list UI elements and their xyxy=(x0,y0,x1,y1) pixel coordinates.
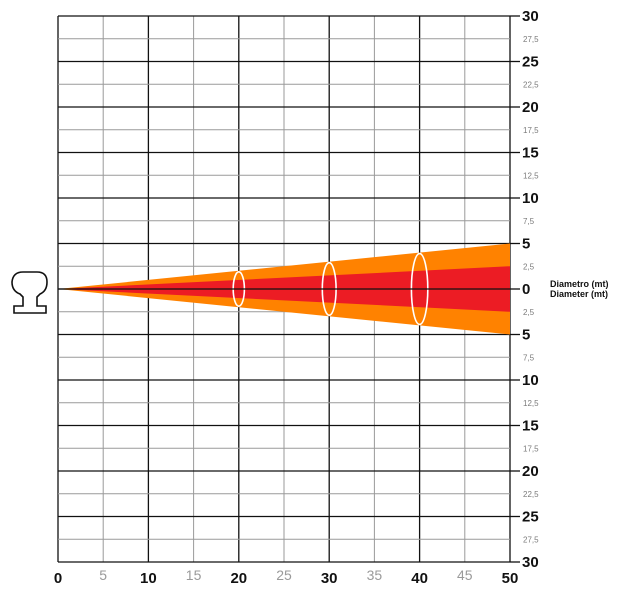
y-tick-label-minor: 17,5 xyxy=(523,444,539,453)
y-axis-label-en: Diameter (mt) xyxy=(550,289,608,299)
y-tick-label-minor: 2,5 xyxy=(523,262,535,271)
x-tick-label-minor: 45 xyxy=(457,567,473,583)
x-tick-label-major: 10 xyxy=(140,570,157,587)
y-tick-label-major: 0 xyxy=(522,281,530,298)
x-tick-label-minor: 35 xyxy=(367,567,383,583)
y-axis-labels: 30 27,5 25 22,5 20 17,5 15 12,5 10 7,5 5 2,5 0 2,5 5 7,… xyxy=(510,8,539,571)
y-tick-label-major: 25 xyxy=(522,54,539,71)
y-tick-label-minor: 22,5 xyxy=(523,80,539,89)
y-tick-label-major: 15 xyxy=(522,145,539,162)
x-tick-label-minor: 5 xyxy=(99,567,107,583)
x-tick-label-major: 20 xyxy=(230,570,247,587)
y-tick-label-major: 30 xyxy=(522,554,539,571)
y-tick-label-major: 25 xyxy=(522,509,539,526)
x-tick-label-major: 0 xyxy=(54,570,62,587)
y-tick-label-minor: 27,5 xyxy=(523,35,539,44)
y-tick-label-major: 15 xyxy=(522,418,539,435)
y-tick-label-major: 5 xyxy=(522,327,530,344)
x-tick-label-minor: 15 xyxy=(186,567,202,583)
y-tick-label-major: 20 xyxy=(522,99,539,116)
y-tick-label-major: 10 xyxy=(522,190,539,207)
y-tick-label-major: 30 xyxy=(522,8,539,25)
y-tick-label-major: 20 xyxy=(522,463,539,480)
x-tick-label-major: 40 xyxy=(411,570,428,587)
y-tick-label-minor: 12,5 xyxy=(523,171,539,180)
x-tick-label-minor: 25 xyxy=(276,567,292,583)
y-tick-label-minor: 7,5 xyxy=(523,353,535,362)
rail-profile-icon xyxy=(11,271,48,314)
y-axis-label-it: Diametro (mt) xyxy=(550,279,609,289)
y-tick-label-minor: 12,5 xyxy=(523,399,539,408)
y-tick-label-minor: 7,5 xyxy=(523,217,535,226)
x-tick-label-major: 30 xyxy=(321,570,338,587)
y-tick-label-minor: 17,5 xyxy=(523,126,539,135)
y-tick-label-minor: 27,5 xyxy=(523,535,539,544)
y-tick-label-minor: 22,5 xyxy=(523,490,539,499)
y-tick-label-minor: 2,5 xyxy=(523,308,535,317)
y-tick-label-major: 10 xyxy=(522,372,539,389)
x-axis-labels: 0 10 20 30 40 50 5 15 25 35 45 xyxy=(54,567,519,587)
y-tick-label-major: 5 xyxy=(522,236,530,253)
x-tick-label-major: 50 xyxy=(502,570,519,587)
